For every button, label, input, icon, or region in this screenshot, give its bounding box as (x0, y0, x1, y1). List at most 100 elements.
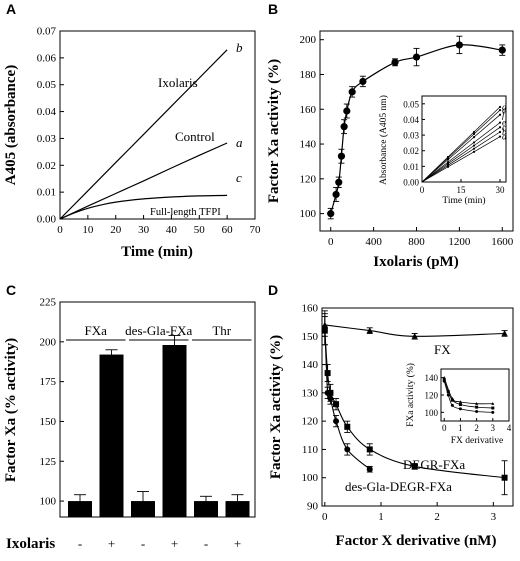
panel-c-category-label: + (234, 536, 241, 551)
panel-a-y-tick-label: 0.07 (37, 26, 57, 38)
panel-b-data-point (455, 41, 463, 49)
series-label-full-length-tfpi: Full-length TFPI (150, 207, 221, 218)
panel-b-inset-point (446, 164, 450, 167)
panel-d-data-point (366, 446, 373, 453)
panel-d-inset-point (458, 407, 462, 411)
panel-c-group-label: Thr (212, 323, 231, 338)
panel-c-group-label: FXa (85, 323, 108, 338)
panel-b-x-tick-label: 400 (365, 236, 382, 248)
panel-d-inset-point (442, 379, 446, 383)
panel-d-inset-point (491, 402, 495, 405)
series-letter-b: b (236, 40, 243, 55)
panel-b-inset-series-letter: e (502, 105, 506, 115)
panel-b-inset-frame (421, 95, 507, 183)
panel-b-data-point (332, 190, 340, 199)
panel-c-categories: - + - + - + (78, 536, 241, 551)
panel-b-inset-x-tick-label: 0 (420, 185, 425, 195)
panel-d-inset-y-tick-label: 100 (425, 408, 439, 418)
panel-a-x-tick-label: 40 (166, 224, 178, 236)
panel-b-y-tick-label: 160 (300, 104, 317, 116)
panel-c-y-tick-label: 200 (40, 336, 57, 348)
panel-d-inset-point (475, 409, 479, 413)
panel-c-y-tick-label: 225 (40, 297, 57, 309)
panel-c-group-label: des-Gla-FXa (125, 323, 192, 338)
panel-b-inset-point (498, 105, 502, 109)
panel-b-y-ticks: 100 120 140 160 180 200 (300, 34, 324, 220)
panel-d-x-tick-label: 1 (378, 511, 384, 523)
panel-b-inset-line (421, 122, 501, 183)
series-label-des-gla-degr-fxa: des-Gla-DEGR-FXa (345, 479, 452, 494)
panel-b-x-label: Ixolaris (pM) (373, 254, 458, 270)
panel-d-data-point (411, 463, 418, 470)
panel-d-data-point (501, 474, 508, 481)
panel-a: A 0 10 20 30 40 50 60 70 0.000.010.020.030.040.… (3, 1, 261, 260)
panel-d-inset-point (446, 390, 450, 394)
panel-c-category-label: - (141, 536, 145, 551)
panel-b-y-tick-label: 100 (300, 208, 317, 220)
panel-d-data-point (344, 446, 351, 453)
panel-b-inset-series-letter: a (502, 132, 507, 142)
panel-b-inset-series-letter: d (502, 102, 507, 112)
panel-d-x-tick-label: 3 (491, 511, 497, 523)
panel-b-y-tick-label: 120 (300, 173, 317, 185)
panel-a-y-tick-label: 0.01 (37, 187, 56, 199)
panel-b-data-point (337, 152, 346, 160)
panel-c-category-label: + (171, 536, 178, 551)
panel-a-letter: A (6, 1, 16, 17)
panel-c-bar (99, 354, 124, 517)
panel-b-inset-point (472, 141, 476, 144)
panel-d-x-tick-label: 2 (434, 511, 440, 523)
panel-b-inset-y-tick-label: 0.05 (403, 99, 419, 109)
panel-d-inset-x-ticks: 0 1 2 3 4 (442, 418, 512, 433)
panel-b-inset-point (446, 156, 450, 160)
panel-c-category-label: - (78, 536, 82, 551)
panel-d-x-label: Factor X derivative (nM) (336, 533, 497, 549)
panel-b-inset-point (498, 108, 502, 112)
panel-a-lines (59, 49, 228, 220)
panel-b-inset-point (498, 135, 502, 138)
series-label-ixolaris: Ixolaris (158, 75, 198, 90)
panel-b-inset-y-tick-label: 0.01 (403, 162, 419, 172)
panel-b-inset-y-ticks: 0.00 0.01 0.02 0.03 0.04 0.05 (403, 99, 425, 188)
panel-b-inset-point (472, 147, 476, 150)
panel-b-inset-point (472, 144, 476, 147)
panel-d-x-tick-label: 0 (322, 511, 328, 523)
panel-b-inset-line (421, 131, 501, 183)
panel-b-inset-line (421, 136, 501, 183)
panel-b-inset-point (446, 161, 450, 164)
panel-c-y-tick-label: 125 (40, 456, 57, 468)
panel-d-inset-x-tick-label: 1 (458, 423, 463, 433)
panel-b-inset-point (498, 113, 502, 116)
panel-d-inset-point (442, 377, 446, 381)
panel-d-inset-x-label: FX derivative (451, 436, 504, 446)
panel-b-data-point (359, 77, 367, 86)
panel-b-inset-point (446, 162, 450, 165)
series-label-fx: FX (434, 342, 451, 357)
panel-d-data-point (324, 370, 331, 377)
panel-b-inset-point (498, 126, 502, 129)
panel-b-x-ticks: 0 400 800 1200 1600 (328, 227, 514, 248)
panel-b-inset-point (498, 121, 502, 124)
panel-b-inset-point (472, 150, 476, 153)
panel-d-inset-x-tick-label: 4 (507, 423, 512, 433)
panel-d-inset-frame (440, 368, 510, 422)
panel-a-y-tick-label: 0.04 (37, 106, 57, 118)
panel-b-inset-x-tick-label: 15 (457, 185, 467, 195)
panel-c-bar (68, 501, 92, 517)
panel-a-x-tick-label: 70 (250, 224, 262, 236)
panel-c-bar (225, 501, 250, 517)
panel-a-x-tick-label: 0 (57, 224, 63, 236)
panel-d-y-tick-label: 100 (302, 472, 319, 484)
panel-b-x-tick-label: 1600 (491, 236, 514, 248)
panel-d-inset-x-tick-label: 0 (442, 423, 447, 433)
series-letter-c: c (236, 170, 242, 185)
panel-b-inset-y-tick-label: 0.04 (403, 115, 419, 125)
panel-d-y-tick-label: 160 (302, 303, 319, 315)
panel-d-inset-series (442, 376, 495, 414)
panel-a-y-tick-label: 0.06 (37, 52, 57, 64)
panel-d-inset-point (491, 406, 495, 410)
panel-d-data-point (321, 324, 328, 331)
panel-a-x-tick-label: 60 (222, 224, 234, 236)
panel-b-inset-y-tick-label: 0.03 (403, 131, 419, 141)
